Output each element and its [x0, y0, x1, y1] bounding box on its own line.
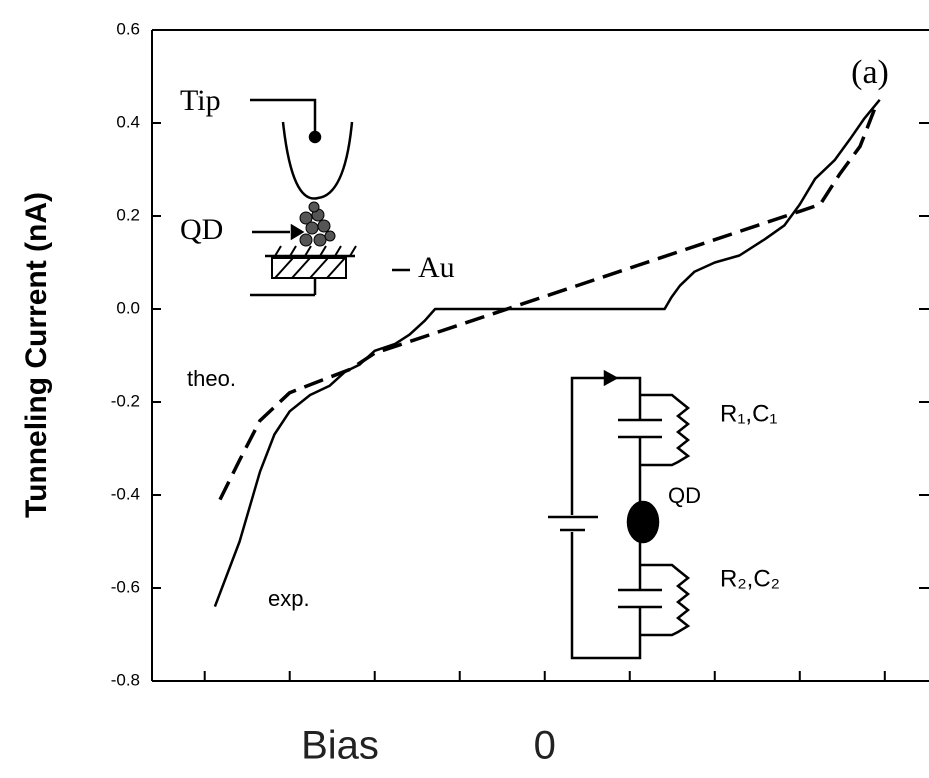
stm-inset	[250, 98, 410, 297]
y-tick-label: -0.8	[111, 670, 140, 689]
y-axis-label: Tunneling Current (nA)	[20, 192, 53, 518]
inset-label: QD	[180, 213, 223, 246]
circuit-label: R₂,C₂	[720, 565, 780, 592]
data-line	[213, 99, 881, 608]
inset-label: Au	[418, 251, 455, 284]
y-tick-label: -0.2	[111, 391, 140, 410]
circuit-label: QD	[668, 483, 701, 508]
circuit-label: R₁,C₁	[720, 400, 778, 427]
data-line	[218, 108, 877, 501]
series-label: theo.	[187, 366, 236, 391]
x-axis-label: Bias	[301, 724, 379, 768]
x-tick-label: 0	[534, 724, 556, 768]
y-tick-label: 0.2	[116, 205, 140, 224]
inset-label: Tip	[180, 84, 221, 117]
series-label: exp.	[268, 586, 310, 611]
y-tick-label: 0.4	[116, 112, 140, 131]
panel-label: (a)	[851, 54, 889, 91]
y-tick-label: -0.4	[111, 484, 140, 503]
y-tick-label: 0.6	[116, 19, 140, 38]
circuit-inset	[548, 369, 691, 660]
y-tick-label: -0.6	[111, 577, 140, 596]
y-tick-label: 0.0	[116, 298, 140, 317]
